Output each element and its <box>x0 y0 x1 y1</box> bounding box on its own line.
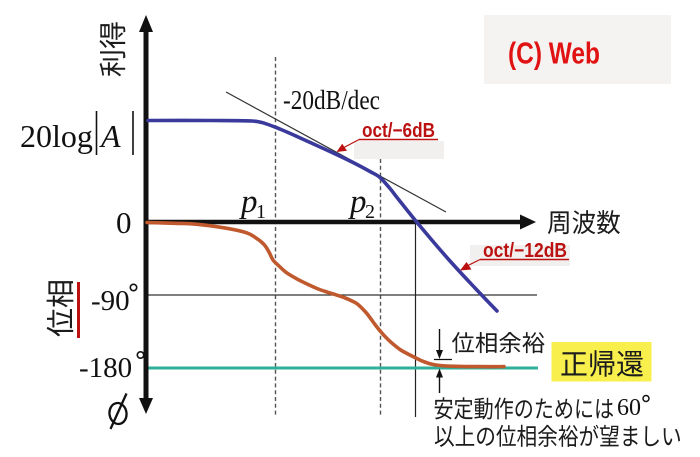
svg-text:oct/−12dB: oct/−12dB <box>483 240 567 262</box>
svg-text:p: p <box>239 184 258 220</box>
svg-text:0: 0 <box>116 205 132 240</box>
svg-text:oct/−6dB: oct/−6dB <box>362 120 435 142</box>
svg-text:2: 2 <box>365 201 375 223</box>
svg-text:20log: 20log <box>20 118 93 154</box>
svg-text:60: 60 <box>617 395 641 421</box>
svg-text:1: 1 <box>256 201 266 223</box>
svg-text:-20dB/dec: -20dB/dec <box>283 85 380 115</box>
svg-text:-180: -180 <box>79 352 132 384</box>
svg-text:(C) Web: (C) Web <box>508 36 600 71</box>
svg-text:-90: -90 <box>91 285 130 317</box>
svg-text:A: A <box>99 118 121 154</box>
svg-text:p: p <box>348 184 367 220</box>
